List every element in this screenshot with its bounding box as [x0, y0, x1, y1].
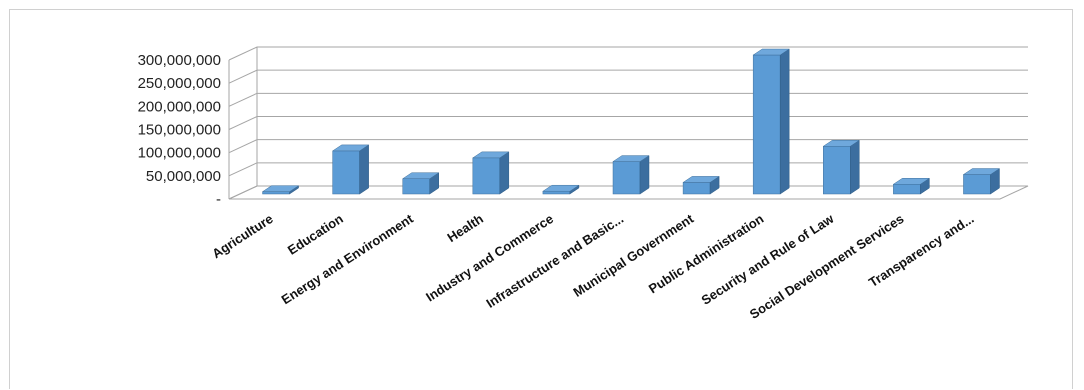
bar [822, 139, 861, 195]
bar-front [612, 161, 641, 195]
bar [752, 48, 791, 195]
y-tick-label: 100,000,000 [138, 145, 221, 162]
bar-front [682, 182, 711, 195]
bar-top [542, 184, 580, 192]
bar-top [471, 151, 510, 159]
bar [331, 144, 370, 195]
y-tick-label: 300,000,000 [138, 52, 221, 69]
bar-front [262, 191, 290, 195]
bar [401, 172, 440, 195]
bar-top [261, 185, 300, 192]
y-axis-tick-labels: - 50,000,000 100,000,000 150,000,000 200,000… [138, 52, 221, 208]
y-tick-label: 150,000,000 [138, 122, 221, 139]
x-tick-label: Security and Rule of Law [699, 210, 838, 307]
x-tick-label: Infrastructure and Basic... [483, 211, 626, 311]
bar-top [822, 140, 861, 147]
bar [962, 168, 1001, 195]
x-tick-label: Energy and Environment [279, 211, 417, 308]
gridline [228, 69, 1028, 84]
bar-front [963, 174, 991, 195]
bar-front [472, 157, 501, 195]
y-tick-label: 250,000,000 [138, 75, 221, 92]
y-tick-label: 200,000,000 [138, 98, 221, 115]
bar-side [639, 155, 650, 195]
bar-top [682, 176, 720, 183]
x-tick-label: Municipal Government [571, 211, 697, 300]
bar-front [752, 54, 781, 195]
bar-top [401, 172, 440, 179]
y-tick-label: - [216, 191, 221, 208]
bar-front [893, 184, 921, 195]
bar-side [499, 151, 510, 195]
bar [261, 185, 300, 195]
bar [471, 151, 510, 195]
x-tick-label: Industry and Commerce [423, 211, 556, 305]
bar-top [892, 178, 931, 185]
x-tick-label: Education [285, 211, 346, 258]
gridline [228, 92, 1028, 107]
gridline [228, 116, 1028, 130]
bar-top [612, 155, 650, 162]
bar-top [752, 48, 791, 56]
bar-front [402, 178, 430, 195]
bar-side [359, 144, 369, 195]
bar-top [331, 144, 370, 152]
chart-frame: - 50,000,000 100,000,000 150,000,000 200,000… [9, 9, 1073, 389]
gridline [228, 46, 1028, 61]
bars [261, 48, 1001, 195]
bar-side [850, 139, 860, 195]
bar [542, 184, 580, 195]
bar-side [779, 48, 790, 195]
bar-front [332, 150, 360, 195]
bar-chart: - 50,000,000 100,000,000 150,000,000 200,000… [138, 46, 1029, 322]
bar-front [823, 146, 851, 195]
bar-top [962, 168, 1001, 175]
x-tick-label: Health [444, 211, 486, 245]
y-tick-label: 50,000,000 [146, 168, 221, 185]
x-tick-label: Public Administration [646, 211, 766, 297]
bar [612, 155, 650, 195]
bar [682, 175, 720, 195]
x-tick-label: Agriculture [209, 211, 275, 261]
bar [892, 177, 931, 195]
bar-front [542, 190, 571, 195]
